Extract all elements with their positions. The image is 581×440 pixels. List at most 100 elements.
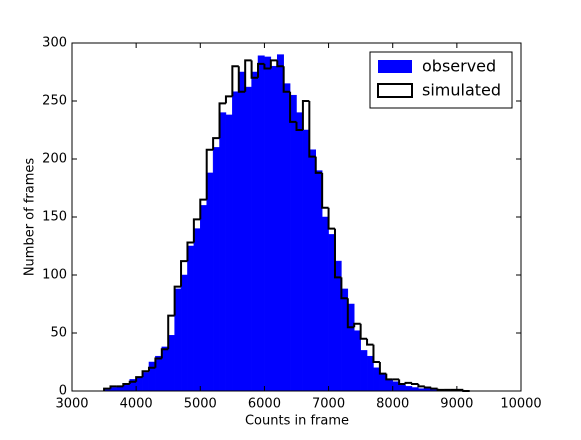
histogram-bar [219,112,227,392]
histogram-bar [212,147,220,392]
histogram-step [385,373,393,381]
histogram-bar [200,205,207,392]
histogram-step [340,277,348,300]
histogram-bar [270,65,278,392]
histogram-step [378,362,387,375]
histogram-bar [360,350,368,392]
histogram-step [237,66,246,93]
histogram-step [327,207,335,230]
histogram-step [180,260,188,287]
y-tick-label: 0 [59,384,67,399]
histogram-step [289,91,297,123]
x-tick-label: 8000 [376,397,409,412]
histogram-step [398,379,406,386]
x-axis-label: Counts in frame [245,414,349,429]
histogram-bar [283,83,291,392]
x-tick-label: 4000 [120,397,153,412]
histogram-step [366,338,374,346]
x-tick-label: 3000 [55,397,88,412]
histogram-step [257,62,265,78]
histogram-bar [405,386,413,392]
histogram-step [192,218,201,243]
histogram-step [308,101,316,158]
histogram-step [372,344,380,363]
histogram-bar [411,387,419,392]
histogram-bar [302,129,310,392]
legend-swatch [377,83,413,98]
histogram-bar [257,55,265,392]
histogram-step [263,63,271,70]
histogram-step [122,383,130,387]
histogram-step [218,102,226,139]
histogram-bar [296,112,304,392]
histogram-bar [232,91,240,392]
x-tick-label: 10000 [500,397,541,412]
histogram-bar [264,56,272,392]
histogram-bar [187,245,195,392]
legend-swatch [378,60,412,73]
histogram-step [404,381,412,385]
histogram-step [224,95,233,104]
histogram-step [128,380,137,385]
histogram-step [417,384,425,388]
histogram-step [359,323,368,340]
histogram-step [173,285,182,316]
histogram-step [244,59,252,92]
x-tick-label: 6000 [248,397,281,412]
histogram-step [436,388,445,391]
histogram-bar [251,71,259,392]
histogram-step [430,387,438,390]
histogram-bar [238,71,246,392]
y-tick-label: 100 [42,268,67,283]
histogram-step [141,370,149,378]
histogram-bar [180,274,188,392]
histogram-step [321,172,329,209]
histogram-step [314,156,323,174]
histogram-step [346,298,355,329]
histogram-bar [289,94,297,392]
histogram-step [410,382,419,386]
histogram-step [301,100,310,130]
histogram-step [353,322,361,328]
y-tick-label: 50 [50,326,67,341]
histogram-step [103,387,111,391]
histogram-step [154,357,162,368]
histogram-bar [225,114,233,392]
histogram-bar [398,384,406,392]
y-axis-label: Number of frames [23,158,38,277]
histogram-step [167,314,175,350]
histogram-step [147,366,156,372]
histogram-bar [193,228,201,392]
y-tick-label: 150 [42,210,67,225]
histogram-bar [277,54,284,392]
x-tick-label: 9000 [440,397,473,412]
x-tick-label: 7000 [312,397,345,412]
histogram-step [205,148,214,200]
y-tick-label: 200 [42,152,67,167]
histogram-step [269,59,278,69]
histogram-step [250,60,259,79]
histogram-step [186,241,194,262]
histogram-bar [244,86,252,392]
histogram-step [423,386,432,389]
histogram-step [282,66,291,93]
x-tick-label: 5000 [184,397,217,412]
histogram-step [212,137,220,150]
histogram-step [199,198,207,220]
legend-label: observed [422,57,496,76]
histogram-step [231,65,239,97]
histogram-step [295,121,303,131]
histogram-bar [309,149,316,392]
y-tick-label: 300 [42,36,67,51]
histogram-step [276,60,284,68]
histogram-step [109,385,117,389]
histogram-step [135,376,143,382]
y-tick-label: 250 [42,94,67,109]
histogram-bar [321,216,329,392]
histogram-step [333,228,342,279]
histogram-bar [386,379,393,392]
histogram-bar [206,172,214,392]
histogram-step [160,348,169,359]
legend-label: simulated [422,81,501,100]
